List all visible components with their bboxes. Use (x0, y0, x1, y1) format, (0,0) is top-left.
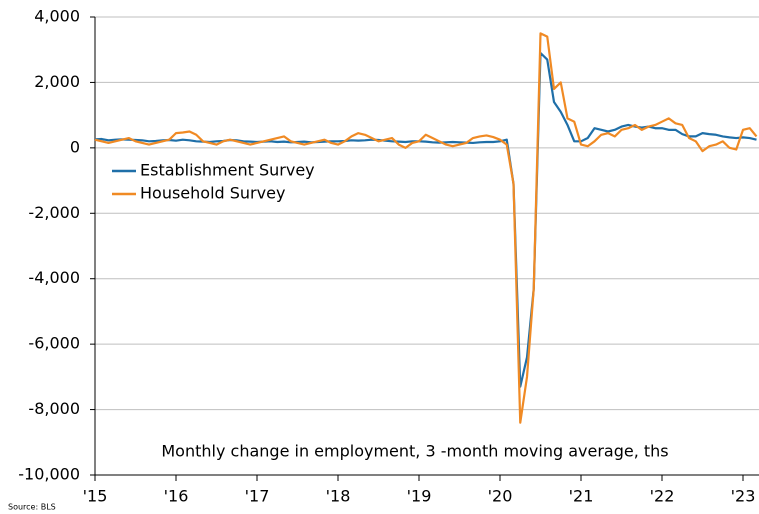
y-tick-label: -10,000 (18, 465, 80, 484)
series-line (94, 32, 758, 424)
y-tick-label: 0 (70, 137, 80, 156)
x-tick-label: '20 (488, 487, 513, 506)
y-tick-label: -6,000 (28, 334, 80, 353)
source: Source: BLS (8, 503, 56, 512)
x-tick-label: '18 (326, 487, 351, 506)
legend-label: Household Survey (140, 184, 285, 203)
x-tick-label: '21 (569, 487, 594, 506)
y-tick-label: -4,000 (28, 268, 80, 287)
x-tick-label: '19 (407, 487, 432, 506)
legend-label: Establishment Survey (140, 161, 315, 180)
series-line (94, 51, 757, 388)
y-tick-label: -2,000 (28, 203, 80, 222)
x-tick-label: '15 (83, 487, 108, 506)
x-tick-label: '17 (245, 487, 270, 506)
y-tick-label: 4,000 (34, 7, 80, 26)
annotation: Monthly change in employment, 3 -month m… (161, 442, 668, 461)
y-tick-label: -8,000 (28, 399, 80, 418)
x-tick-label: '22 (650, 487, 675, 506)
x-tick-label: '23 (731, 487, 756, 506)
x-tick-label: '16 (164, 487, 189, 506)
y-tick-label: 2,000 (34, 72, 80, 91)
